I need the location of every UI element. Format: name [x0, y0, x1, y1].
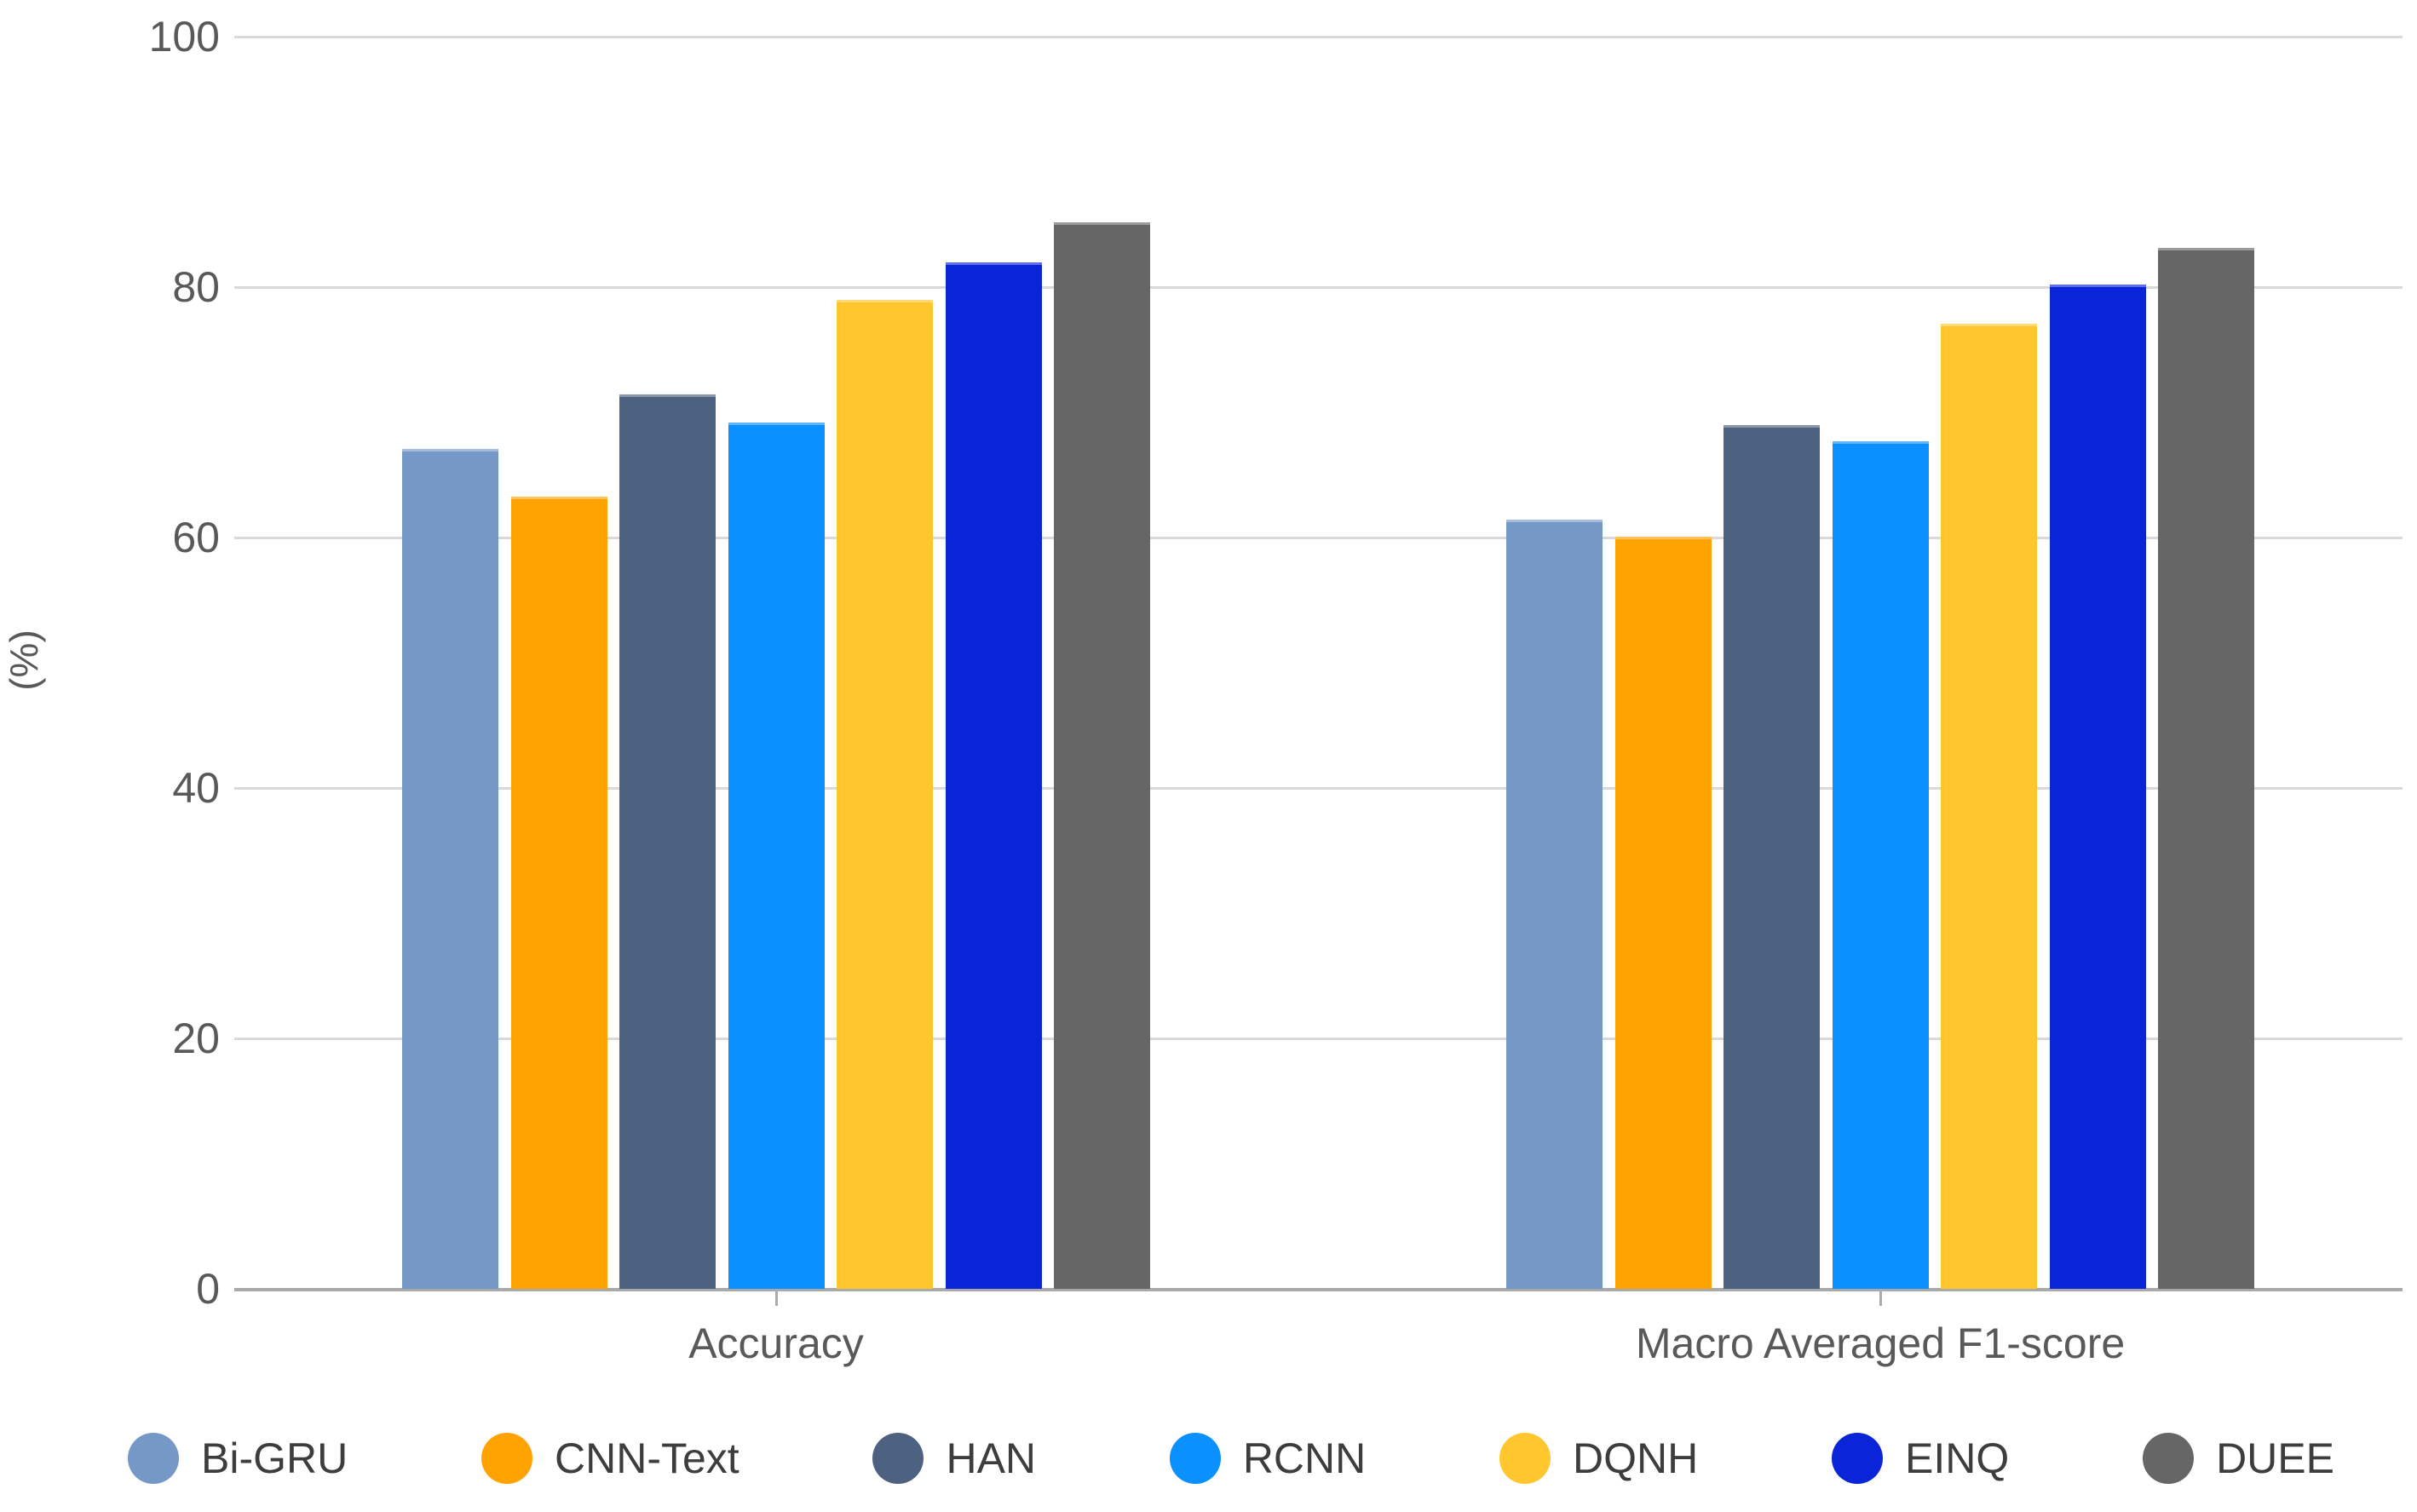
- bar-duee: [1054, 221, 1150, 1289]
- bar-bi-gru: [1506, 520, 1603, 1289]
- bar-duee: [2158, 248, 2254, 1289]
- y-tick-label: 100: [148, 13, 220, 60]
- x-category-label: Macro Averaged F1-score: [1635, 1319, 2126, 1367]
- legend-item-rcnn: RCNN: [1169, 1433, 1367, 1484]
- gridline: [234, 36, 2403, 38]
- bar-rcnn: [1832, 440, 1929, 1289]
- legend-item-einq: EINQ: [1832, 1433, 2009, 1484]
- bar-han: [619, 394, 716, 1289]
- bar-dqnh: [837, 299, 933, 1289]
- bar-einq: [2049, 285, 2146, 1289]
- x-category-tick: [1879, 1289, 1882, 1306]
- bar-group-accuracy: [402, 37, 1150, 1289]
- legend-label: HAN: [946, 1434, 1037, 1482]
- bar-cnn-text: [1614, 536, 1712, 1289]
- gridline: [234, 1038, 2403, 1040]
- legend-marker-circle-icon: [1832, 1433, 1884, 1484]
- legend-label: DQNH: [1573, 1434, 1699, 1482]
- legend-marker-circle-icon: [1499, 1433, 1551, 1484]
- y-tick-label: 80: [172, 263, 220, 311]
- legend-label: Bi-GRU: [201, 1434, 348, 1482]
- bar-cnn-text: [510, 496, 607, 1289]
- y-axis-title: (%): [2, 630, 46, 691]
- bar-group-macro-averaged-f1-score: [1506, 37, 2254, 1289]
- y-tick-label: 40: [172, 764, 220, 812]
- legend-item-cnn-text: CNN-Text: [481, 1433, 739, 1484]
- legend-label: DUEE: [2216, 1434, 2334, 1482]
- legend-item-dqnh: DQNH: [1499, 1433, 1698, 1484]
- legend-marker-circle-icon: [128, 1433, 179, 1484]
- legend-marker-circle-icon: [481, 1433, 532, 1484]
- legend-marker-circle-icon: [872, 1433, 924, 1484]
- gridline: [234, 537, 2403, 539]
- legend-item-bi-gru: Bi-GRU: [128, 1433, 348, 1484]
- bar-bi-gru: [402, 448, 498, 1289]
- bar-einq: [945, 262, 1042, 1289]
- legend-label: EINQ: [1905, 1434, 2010, 1482]
- legend-marker-circle-icon: [2143, 1433, 2195, 1484]
- legend-item-han: HAN: [872, 1433, 1036, 1484]
- bar-rcnn: [728, 422, 825, 1289]
- y-tick-label: 0: [196, 1265, 220, 1313]
- x-axis-line: [234, 1288, 2403, 1291]
- legend: Bi-GRU CNN-Text HAN RCNN DQNH EINQ DUEE: [128, 1424, 2334, 1492]
- y-tick-label: 60: [172, 514, 220, 561]
- x-category-tick: [775, 1289, 778, 1306]
- bar-dqnh: [1941, 323, 2037, 1289]
- legend-label: CNN-Text: [555, 1434, 739, 1482]
- legend-label: RCNN: [1242, 1434, 1367, 1482]
- bar-han: [1724, 424, 1820, 1289]
- x-category-label: Accuracy: [688, 1319, 864, 1367]
- y-tick-label: 20: [172, 1015, 220, 1062]
- legend-marker-circle-icon: [1169, 1433, 1221, 1484]
- gridline: [234, 286, 2403, 289]
- legend-item-duee: DUEE: [2143, 1433, 2334, 1484]
- gridline: [234, 787, 2403, 790]
